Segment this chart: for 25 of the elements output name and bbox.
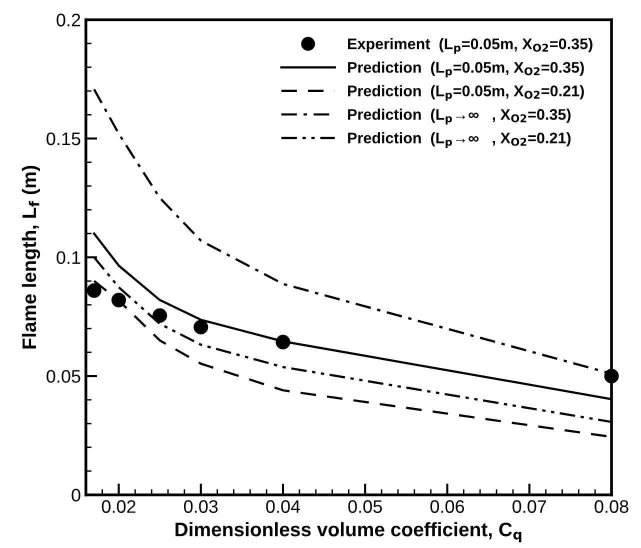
- y-tick-label: 0.2: [56, 14, 80, 26]
- x-axis-title: Dimensionless volume coefficient, C$_{q}$: [176, 522, 522, 542]
- y-axis-title: Flame length, L$_{f}$ (m): [22, 166, 40, 348]
- legend-label: Experiment (L$_{p}$=0.05m, X$_{O2}$=0.35): [348, 38, 592, 54]
- x-tick-label: 0.08: [594, 500, 628, 513]
- point: [276, 334, 290, 350]
- legend-label: Prediction (L$_{p}$→∞ , X$_{O2}$=0.35): [348, 108, 571, 124]
- point: [86, 283, 102, 298]
- legend-label: Prediction (L$_{p}$=0.05m, X$_{O2}$=0.35): [348, 62, 584, 78]
- legend-label: Prediction (L$_{p}$=0.05m, X$_{O2}$=0.21): [348, 85, 584, 101]
- y-tick-label: 0.05: [46, 370, 80, 383]
- point: [604, 368, 619, 384]
- point: [111, 292, 126, 308]
- x-tick-label: 0.05: [348, 500, 382, 513]
- point: [194, 320, 208, 334]
- x-tick-label: 0.02: [102, 500, 136, 513]
- y-tick-label: 0: [72, 488, 80, 502]
- y-tick-label: 0.1: [56, 251, 80, 264]
- x-tick-label: 0.04: [266, 500, 300, 513]
- x-tick-label: 0.06: [430, 500, 464, 513]
- point: [152, 308, 168, 323]
- y-tick-label: 0.15: [46, 132, 80, 146]
- legend-label: Prediction (L$_{p}$→∞ , X$_{O2}$=0.21): [348, 132, 571, 148]
- x-tick-label: 0.03: [184, 500, 218, 513]
- x-tick-label: 0.07: [512, 500, 546, 513]
